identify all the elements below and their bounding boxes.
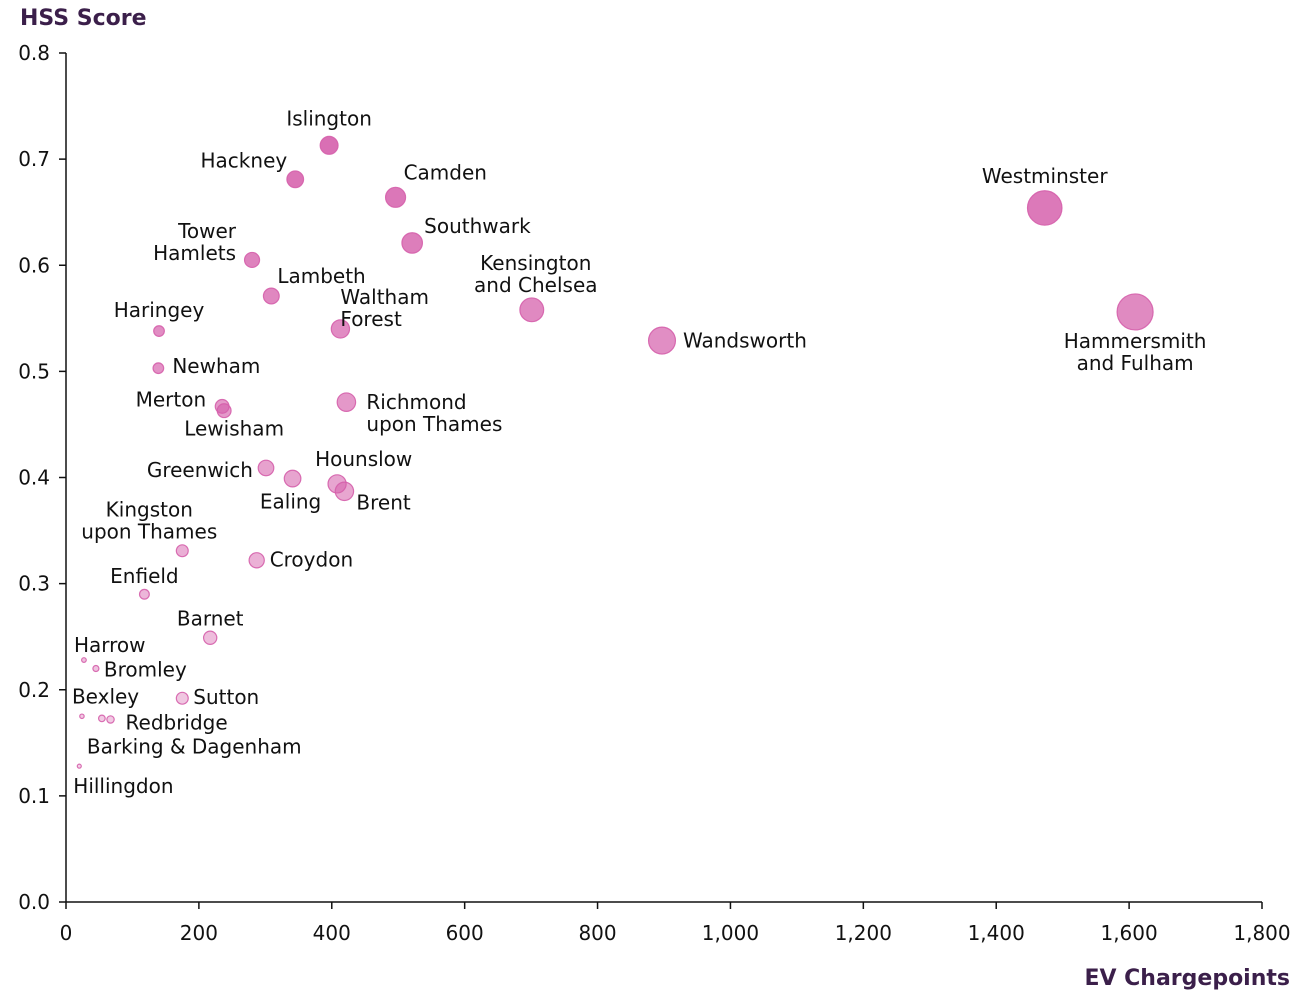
y-tick-label: 0.7 [18, 147, 50, 171]
y-tick-label: 0.5 [18, 359, 50, 383]
point-label: Kingston upon Thames [81, 498, 217, 544]
point-redbridge [106, 715, 115, 724]
x-tick-label: 1,400 [968, 921, 1025, 945]
point-label: Camden [404, 160, 487, 184]
point-ealing [283, 469, 302, 488]
point-label: Harrow [74, 633, 146, 657]
y-tick-label: 0.1 [18, 784, 50, 808]
point-lambeth [262, 287, 280, 305]
point-barking-dagenham [97, 714, 106, 723]
point-enfield [138, 588, 150, 600]
point-westminster [1026, 190, 1063, 226]
point-label: Newham [172, 354, 260, 378]
x-axis-title: EV Chargepoints [1084, 966, 1290, 991]
y-tick-label: 0.4 [18, 466, 50, 490]
y-tick-label: 0.3 [18, 572, 50, 596]
point-wandsworth [647, 326, 677, 355]
point-label: Southwark [424, 214, 531, 238]
point-label: Barking & Dagenham [87, 734, 302, 758]
x-tick-label: 400 [313, 921, 351, 945]
point-hillingdon [76, 763, 82, 769]
point-label: Sutton [193, 685, 259, 709]
point-bromley [92, 664, 100, 673]
point-label: Bromley [104, 658, 187, 682]
point-label: Westminster [982, 164, 1108, 188]
x-tick-label: 1,800 [1233, 921, 1290, 945]
point-greenwich [257, 459, 275, 477]
point-hammersmith-and-fulham [1116, 293, 1154, 331]
x-tick-label: 800 [578, 921, 616, 945]
x-tick-label: 600 [446, 921, 484, 945]
point-kensington-and-chelsea [519, 297, 545, 323]
point-southwark [401, 232, 424, 254]
point-label: Brent [356, 490, 410, 514]
point-islington [319, 135, 339, 155]
axis-ticks: 0 200 400 600 800 1,000 1,200 1,400 1,600 1,800 0.… [18, 41, 1290, 945]
x-tick-label: 200 [180, 921, 218, 945]
point-label: Ealing [260, 490, 321, 514]
point-haringey [153, 325, 165, 337]
point-label: Islington [286, 106, 372, 130]
point-waltham-forest [330, 319, 351, 339]
point-label: Enfield [110, 564, 178, 588]
point-label: Lambeth [277, 264, 365, 288]
point-label: Hounslow [315, 447, 412, 471]
point-label: Redbridge [126, 710, 228, 734]
point-label: Waltham Forest [340, 285, 429, 331]
point-label: Hammersmith and Fulham [1064, 329, 1207, 375]
point-brent [334, 481, 355, 502]
data-points [76, 135, 1154, 769]
point-label: Barnet [177, 607, 244, 631]
point-croydon [248, 552, 265, 569]
point-sutton [175, 691, 189, 705]
point-richmond-upon-thames [336, 392, 357, 412]
point-labels: Islington Hackney Camden Westminster Southwa… [72, 106, 1207, 798]
point-label: Lewisham [184, 417, 284, 441]
point-label: Greenwich [147, 458, 253, 482]
x-tick-label: 0 [60, 921, 73, 945]
point-label: Wandsworth [683, 329, 807, 353]
y-tick-label: 0.6 [18, 253, 50, 277]
point-kingston-upon-thames [175, 544, 189, 558]
point-newham [152, 362, 165, 375]
point-harrow [81, 657, 87, 663]
point-tower-hamlets [243, 251, 261, 269]
point-label: Tower Hamlets [153, 219, 237, 265]
point-camden [384, 186, 407, 208]
point-label: Haringey [114, 298, 205, 322]
y-tick-label: 0.2 [18, 678, 50, 702]
point-hackney [286, 170, 305, 189]
y-tick-label: 0.8 [18, 41, 50, 65]
point-label: Merton [136, 387, 207, 411]
point-label: Kensington and Chelsea [474, 251, 597, 297]
y-tick-label: 0.0 [18, 890, 50, 914]
point-lewisham [216, 403, 232, 419]
point-barnet [202, 630, 218, 645]
point-label: Hackney [201, 148, 288, 172]
x-tick-label: 1,000 [702, 921, 759, 945]
x-tick-label: 1,200 [835, 921, 892, 945]
y-axis-title: HSS Score [20, 6, 147, 31]
point-label: Hillingdon [73, 774, 173, 798]
point-label: Croydon [270, 547, 353, 571]
point-bexley [79, 713, 85, 720]
x-tick-label: 1,600 [1100, 921, 1157, 945]
point-label: Richmond upon Thames [366, 390, 502, 436]
point-label: Bexley [72, 684, 139, 708]
